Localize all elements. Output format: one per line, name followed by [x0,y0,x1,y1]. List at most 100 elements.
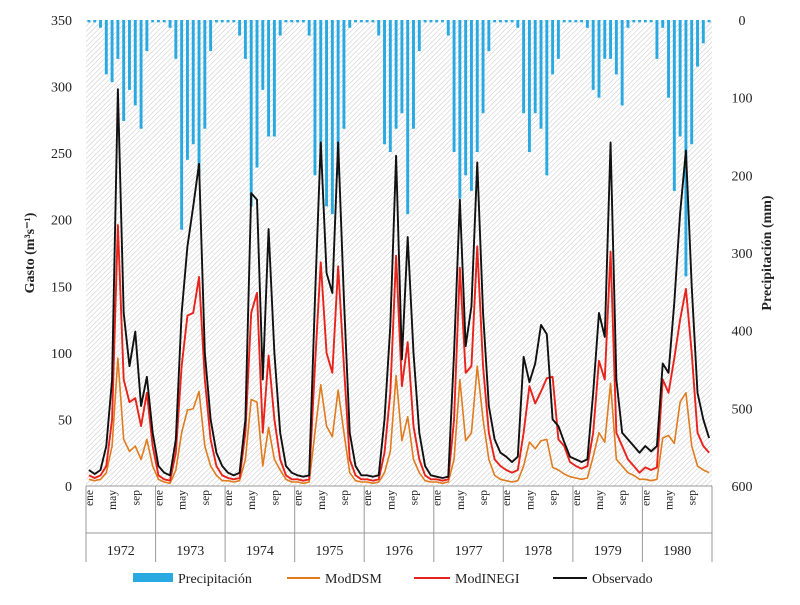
precip-bar-4 [110,20,114,83]
precip-bar-48 [365,20,369,23]
y2-tick-500: 500 [732,402,753,417]
precip-bar-29 [255,20,259,168]
x-year-label-1978: 1978 [524,544,552,559]
y-tick-300: 300 [51,81,72,96]
precip-bar-74 [516,20,520,28]
precip-bar-49 [371,20,375,23]
precip-bar-82 [562,20,566,23]
precip-bar-94 [632,20,636,23]
precip-bar-3 [104,20,108,75]
precip-bar-35 [290,20,294,23]
precip-bar-43 [336,20,340,176]
precip-bar-99 [661,20,665,28]
precip-bar-19 [197,20,201,176]
y2-tick-100: 100 [732,92,753,107]
precip-bar-95 [638,20,641,23]
precip-bar-52 [388,20,392,153]
precip-bar-37 [301,20,305,23]
precipitation-bars [87,20,711,277]
precip-bar-91 [614,20,618,75]
precip-bar-64 [458,20,462,199]
x-year-label-1973: 1973 [176,544,204,559]
precip-bar-72 [504,20,508,23]
precip-bar-6 [122,20,126,121]
precip-bar-104 [690,20,694,145]
precip-bar-39 [313,20,317,176]
series-lines [88,88,711,485]
x-year-label-1974: 1974 [246,544,274,559]
x-month-label-1972-ene: ene [84,490,96,506]
precip-bar-23 [220,20,224,23]
precip-bar-92 [620,20,624,106]
precip-bar-41 [325,20,328,207]
precip-bar-67 [475,20,479,153]
x-month-label-1972-may: may [107,490,119,510]
x-month-label-1975-sep: sep [339,490,351,506]
precip-bar-86 [585,20,589,28]
legend: Precipitación ModDSM ModINEGI Observado [133,572,653,587]
precip-bar-68 [481,20,485,114]
precip-bar-58 [423,20,427,23]
x-month-label-1977-sep: sep [478,490,490,506]
precip-bar-81 [556,20,560,59]
y-tick-200: 200 [51,214,72,229]
precip-bar-42 [330,20,334,215]
y-tick-0: 0 [65,480,72,495]
precip-bar-79 [545,20,549,176]
precip-bar-63 [452,20,456,153]
precip-bar-11 [151,20,155,23]
x-month-label-1974-sep: sep [269,490,281,506]
precip-bar-85 [580,20,584,23]
precip-bar-65 [464,20,468,176]
series-line-moddsm [88,357,710,485]
precip-bar-20 [203,20,207,129]
x-month-label-1973-may: may [177,490,189,510]
precip-bar-106 [701,20,705,44]
precip-bar-32 [272,20,276,137]
precip-bar-5 [116,20,120,59]
legend-label-modinegi: ModINEGI [455,572,520,587]
precip-bar-77 [533,20,537,114]
precip-bar-84 [574,20,578,23]
precip-bar-66 [470,20,473,191]
x-month-label-1980-ene: ene [640,490,652,506]
x-month-label-1975-ene: ene [293,490,305,506]
precip-bar-21 [209,20,213,52]
y2-tick-300: 300 [732,247,753,262]
y2-tick-200: 200 [732,169,753,184]
precip-bar-28 [249,20,253,207]
precip-bar-22 [214,20,218,23]
precip-bar-55 [406,20,410,215]
precip-bar-103 [684,20,688,277]
precip-bar-26 [238,20,242,36]
y2-axis-ticks: 0 100 200 300 400 500 600 [732,14,753,495]
precip-bar-75 [522,20,526,114]
precip-bar-9 [139,20,143,129]
precip-bar-62 [446,20,450,36]
precip-bar-51 [383,20,386,145]
precip-bar-15 [174,20,178,59]
precip-bar-45 [348,20,352,28]
x-month-label-1979-sep: sep [617,490,629,506]
precip-bar-56 [412,20,415,129]
precip-bar-83 [568,20,572,23]
precip-bar-24 [226,20,230,23]
precip-bar-10 [145,20,149,52]
precip-bar-40 [319,20,323,168]
y-tick-150: 150 [51,280,72,295]
x-year-label-1977: 1977 [455,544,483,559]
precip-bar-34 [284,20,288,23]
y-tick-350: 350 [51,14,72,29]
precip-bar-18 [191,20,195,145]
precip-bar-2 [99,20,102,28]
precip-bar-93 [626,20,630,28]
precip-bar-33 [278,20,282,36]
x-month-label-1974-may: may [246,490,258,510]
series-line-observado [88,88,711,479]
precip-bar-76 [527,20,531,153]
x-year-label-1972: 1972 [107,544,135,559]
y2-tick-400: 400 [732,325,753,340]
precip-bar-101 [672,20,676,191]
legend-swatch-precipitacion [133,573,173,582]
legend-label-precipitacion: Precipitación [178,572,252,587]
